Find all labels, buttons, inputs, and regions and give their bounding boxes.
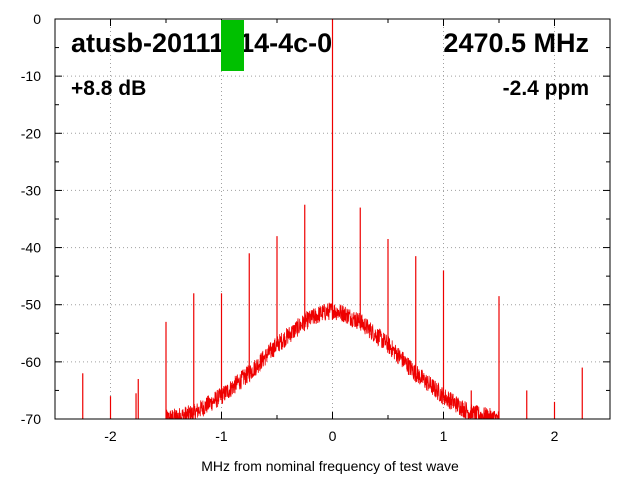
y-tick-label-6: -60 — [21, 354, 41, 370]
x-tick-label-1: -1 — [215, 428, 228, 444]
y-tick-label-7: -70 — [21, 411, 41, 427]
noise-trace — [165, 302, 500, 419]
trace-layer — [82, 19, 583, 419]
y-tick-label-0: 0 — [33, 11, 41, 27]
plot-frame — [54, 18, 611, 420]
y-tick-label-5: -50 — [21, 297, 41, 313]
y-tick-label-3: -30 — [21, 182, 41, 198]
y-tick-label-4: -40 — [21, 240, 41, 256]
gain-label: +8.8 dB — [71, 77, 146, 100]
label-layer: -2 -1 0 1 20-10-20-30-40-50-60-70 — [21, 11, 559, 444]
y-tick-label-2: -20 — [21, 125, 41, 141]
y-tick-label-1: -10 — [21, 68, 41, 84]
x-tick-label-4: 2 — [551, 428, 559, 444]
device-id-label: atusb-20111214-4c-0 — [71, 28, 332, 58]
frequency-label: 2470.5 MHz — [443, 28, 589, 58]
axis-x-label: MHz from nominal frequency of test wave — [201, 458, 459, 474]
ppm-label: -2.4 ppm — [503, 77, 589, 100]
x-tick-label-2: 0 — [329, 428, 337, 444]
x-tick-label-3: 1 — [440, 428, 448, 444]
x-tick-label-0: -2 — [104, 428, 117, 444]
marker-block — [221, 20, 244, 71]
